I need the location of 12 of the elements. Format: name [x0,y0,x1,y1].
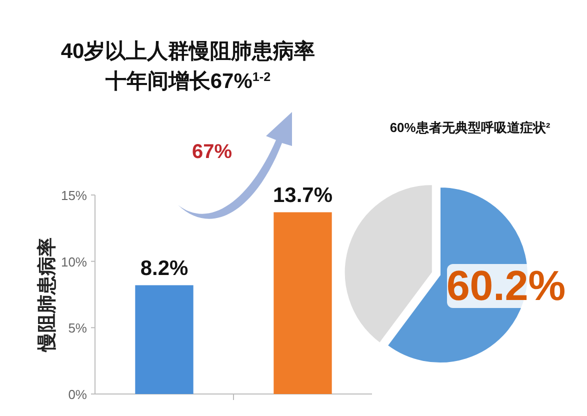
chart-title: 40岁以上人群慢阻肺患病率 [60,39,316,63]
chart-subtitle: 十年间增长67%$^{1-2}$ [104,70,271,93]
data-label: 8.2% [140,257,189,280]
y-tick-label: 5% [68,320,88,336]
y-axis-title: 慢阻肺患病率 [36,238,58,352]
y-tick-label: 10% [60,254,88,270]
y-tick-label: 0% [68,387,88,402]
data-label: 60.2% [446,262,566,309]
chart-title: 60%患者无典型呼吸道症状² [390,120,551,135]
y-tick-label: 15% [60,188,88,203]
text: 67% [192,141,232,163]
data-label: 13.7% [272,184,333,208]
